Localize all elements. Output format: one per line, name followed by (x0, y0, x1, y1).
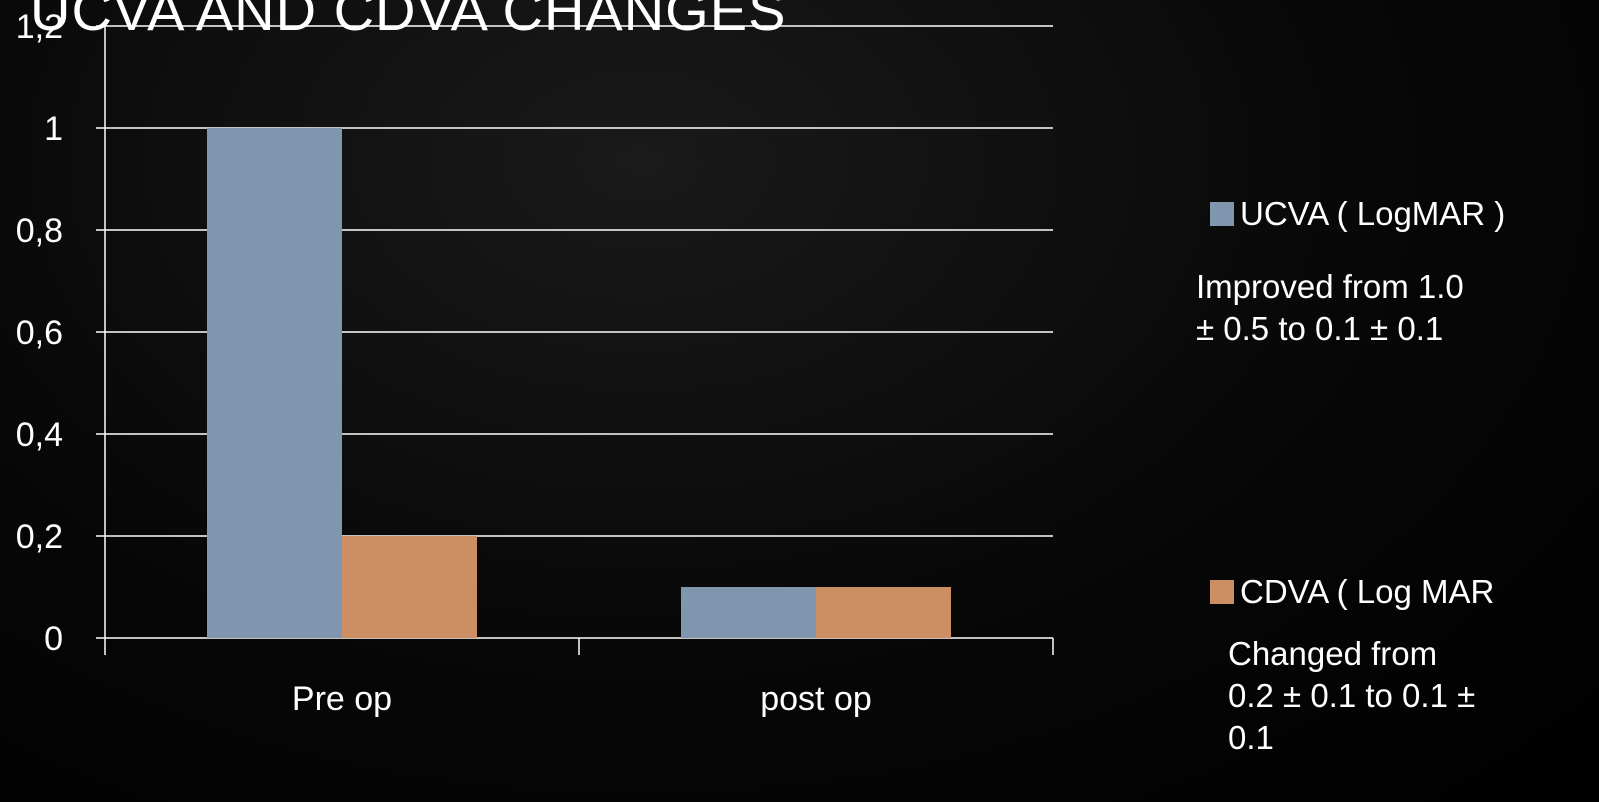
legend-label-cdva: CDVA ( Log MAR (1240, 573, 1495, 610)
y-tick-label: 1,2 (16, 8, 63, 46)
bar-cdva (816, 587, 951, 638)
ucva-note: Improved from 1.0 ± 0.5 to 0.1 ± 0.1 (1196, 268, 1464, 347)
legend-swatch-ucva (1210, 202, 1234, 226)
legend-item-cdva: CDVA ( Log MAR (1210, 573, 1494, 611)
legend-label-ucva: UCVA ( LogMAR ) (1240, 195, 1506, 232)
y-tick-label: 0,8 (16, 212, 63, 250)
x-tick-label: post op (760, 680, 872, 718)
y-tick-label: 0,4 (16, 416, 63, 454)
legend-item-ucva: UCVA ( LogMAR ) (1210, 195, 1505, 233)
x-tick-label: Pre op (292, 680, 392, 718)
bar-ucva (207, 128, 342, 638)
y-tick-label: 0 (44, 620, 63, 658)
legend-swatch-cdva (1210, 580, 1234, 604)
y-tick-label: 1 (44, 110, 63, 148)
bar-cdva (342, 536, 477, 638)
bar-ucva (681, 587, 816, 638)
y-tick-label: 0,2 (16, 518, 63, 556)
y-tick-label: 0,6 (16, 314, 63, 352)
cdva-note: Changed from 0.2 ± 0.1 to 0.1 ± 0.1 (1228, 635, 1476, 756)
slide-title: UCVA AND CDVA CHANGES (30, 0, 787, 42)
